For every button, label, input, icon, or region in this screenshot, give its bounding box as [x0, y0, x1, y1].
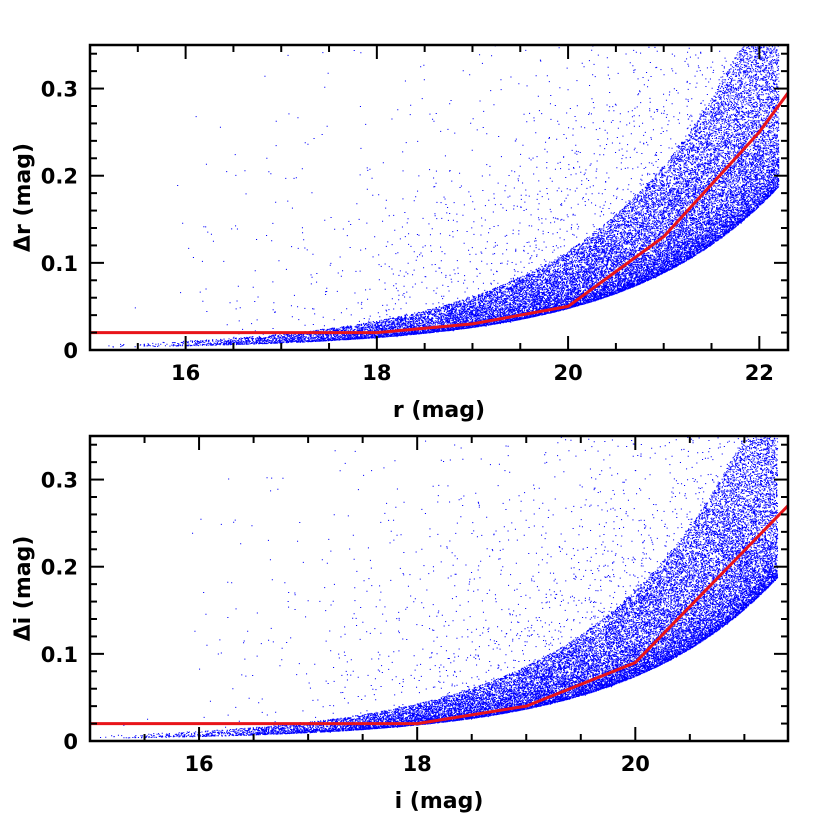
x-tick-label: 18: [362, 361, 391, 385]
x-axis-title: r (mag): [393, 398, 485, 423]
x-tick-label: 16: [171, 361, 200, 385]
x-tick-label: 16: [184, 752, 213, 776]
y-tick-label: 0: [63, 730, 78, 754]
y-axis-title: Δi (mag): [11, 536, 36, 642]
threshold-line: [90, 504, 788, 726]
plot-frame: [88, 434, 790, 743]
y-tick-label: 0.1: [41, 252, 78, 276]
panel-bottom-i: 16 18 20 0 0.1 0.2 0.3 i (mag) Δi (mag): [11, 434, 790, 814]
y-tick-label: 0.3: [41, 78, 78, 102]
y-tick-label: 0.2: [41, 556, 78, 580]
scatter-points: [108, 45, 780, 348]
scatter-points: [100, 436, 779, 739]
y-tick-label: 0.1: [41, 643, 78, 667]
x-tick-label: 20: [621, 752, 650, 776]
x-tick-label: 22: [745, 361, 774, 385]
x-tick-label: 20: [553, 361, 582, 385]
threshold-line: [90, 92, 788, 335]
y-axis-title: Δr (mag): [11, 143, 36, 252]
y-tick-label: 0.2: [41, 165, 78, 189]
y-tick-label: 0.3: [41, 469, 78, 493]
x-tick-label: 18: [403, 752, 432, 776]
plot-frame: [88, 43, 790, 352]
x-axis-title: i (mag): [395, 789, 484, 814]
y-tick-label: 0: [63, 339, 78, 363]
panel-top-r: 16 18 20 22 0 0.1 0.2 0.3 r (mag) Δr (mag): [11, 43, 790, 423]
